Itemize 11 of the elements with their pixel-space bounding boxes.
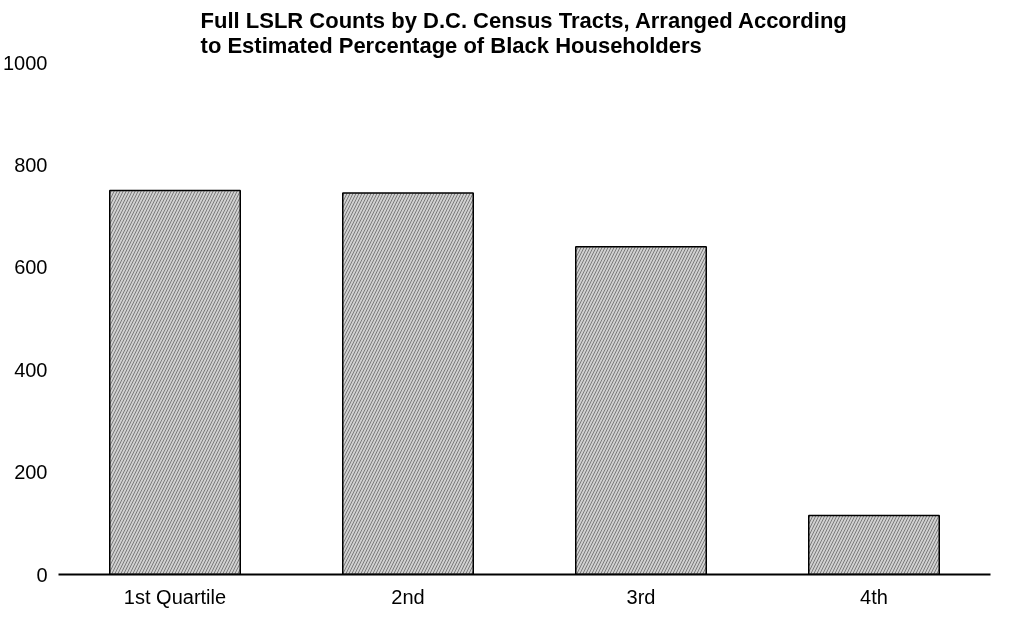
y-tick-label: 600	[14, 256, 48, 279]
x-tick-label: 4th	[860, 585, 888, 608]
y-tick-label: 1000	[3, 51, 48, 74]
y-tick-label: 0	[36, 563, 48, 586]
y-tick-label: 400	[14, 358, 48, 381]
y-tick-label: 200	[14, 461, 48, 484]
x-tick-label: 2nd	[391, 585, 425, 608]
y-tick-label: 800	[14, 153, 48, 176]
chart-title: Full LSLR Counts by D.C. Census Tracts, Arranged According to Estimated Percentage of Black Householders	[200, 7, 847, 58]
x-tick-label: 3rd	[626, 585, 656, 608]
x-tick-label: 1st Quartile	[123, 585, 227, 608]
